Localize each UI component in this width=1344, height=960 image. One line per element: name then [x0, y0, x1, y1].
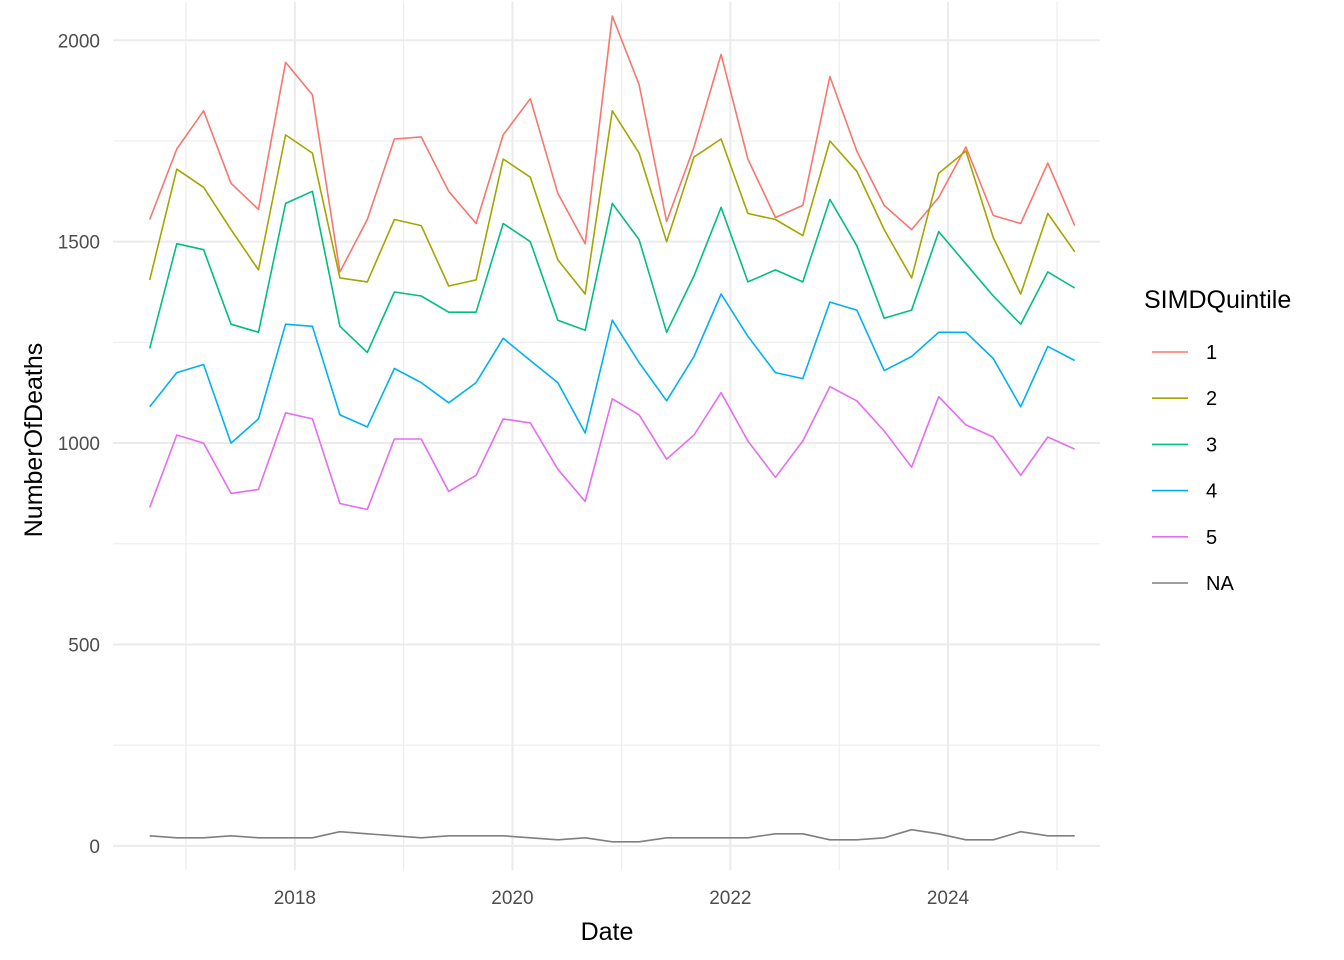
x-tick-label: 2024 — [927, 888, 970, 909]
y-axis-tick-labels: 0 500 1000 1500 2000 — [58, 31, 100, 858]
x-axis-title: Date — [581, 918, 634, 946]
series-line-5 — [148, 385, 1076, 511]
y-tick-label: 0 — [89, 837, 100, 858]
series-line-na — [149, 828, 1075, 843]
y-tick-label: 1000 — [58, 434, 100, 455]
legend: SIMDQuintile 1 2 3 4 5 NA — [1144, 286, 1291, 595]
legend-label: 4 — [1206, 481, 1217, 503]
x-tick-label: 2020 — [491, 888, 533, 909]
series-line-2 — [148, 110, 1076, 295]
x-tick-label: 2018 — [274, 888, 316, 909]
y-tick-label: 1500 — [58, 233, 100, 254]
major-gridlines — [113, 2, 1100, 870]
legend-label: 2 — [1206, 388, 1217, 410]
legend-items: 1 2 3 4 5 NA — [1152, 342, 1234, 595]
series-line-3 — [148, 190, 1076, 354]
y-tick-label: 500 — [68, 635, 100, 656]
legend-title: SIMDQuintile — [1144, 286, 1291, 314]
series-line-4 — [149, 293, 1076, 444]
series-lines — [148, 15, 1076, 843]
legend-label: 3 — [1206, 434, 1217, 456]
minor-gridlines — [113, 2, 1100, 870]
legend-label: NA — [1206, 573, 1234, 595]
legend-label: 5 — [1206, 527, 1217, 549]
series-line-1 — [148, 15, 1076, 273]
y-axis-title: NumberOfDeaths — [20, 343, 48, 538]
legend-label: 1 — [1206, 342, 1217, 364]
x-tick-label: 2022 — [709, 888, 751, 909]
x-axis-tick-labels: 2018 2020 2022 2024 — [274, 888, 970, 909]
y-tick-label: 2000 — [58, 31, 100, 52]
